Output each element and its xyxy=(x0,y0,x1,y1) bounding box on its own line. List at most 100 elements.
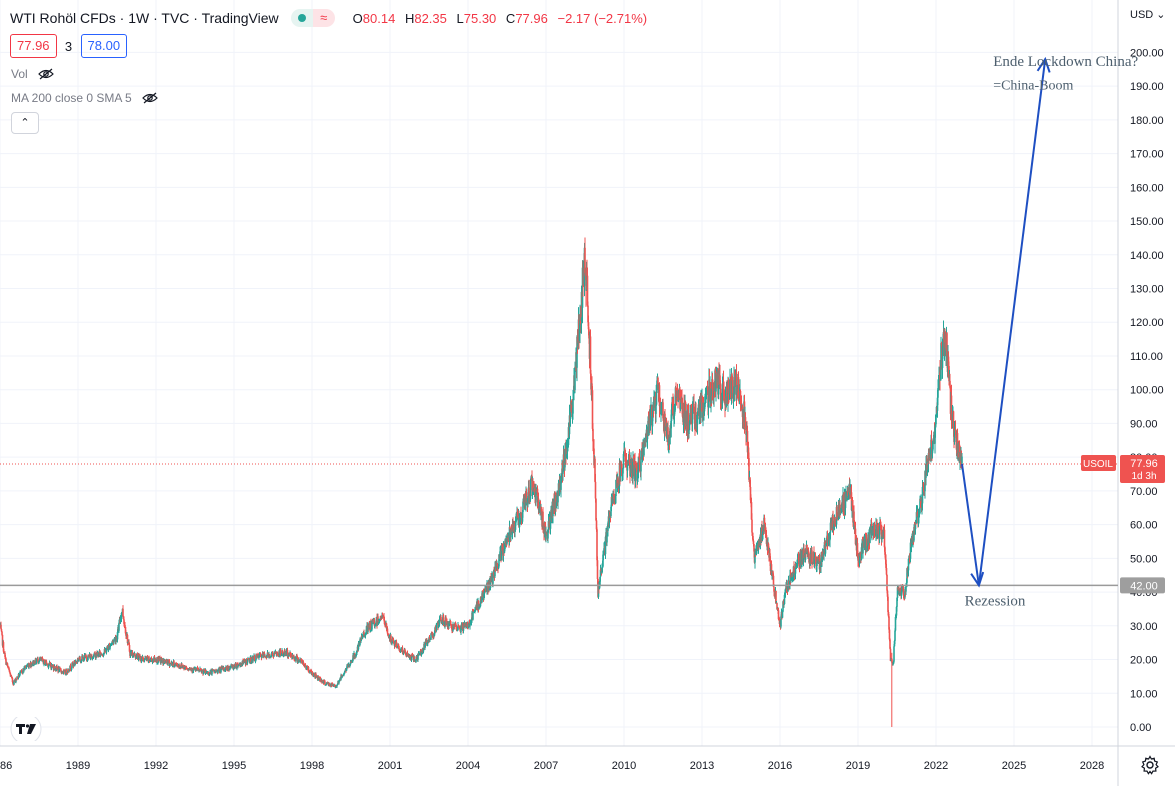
chart-annotation: Ende Lockdown China? xyxy=(993,54,1138,70)
candle-body xyxy=(483,591,486,594)
candle-body xyxy=(610,506,612,517)
bid-ask-row: 77.96 3 78.00 xyxy=(10,34,128,58)
level-price-label: 42.00 xyxy=(1130,580,1158,592)
candle-body xyxy=(617,482,620,489)
candle-body xyxy=(157,662,159,664)
candle-body xyxy=(535,489,537,501)
candle-body xyxy=(587,305,589,323)
chart-annotation: Rezession xyxy=(965,594,1026,610)
candle-body xyxy=(687,412,690,434)
candle-body xyxy=(2,642,5,652)
candle-body xyxy=(404,649,406,652)
candle-body xyxy=(947,356,950,367)
candle-body xyxy=(34,663,36,665)
candle-body xyxy=(419,650,421,654)
candle-body xyxy=(530,477,532,480)
candle-body xyxy=(729,380,732,394)
candle-body xyxy=(106,646,109,649)
candle-body xyxy=(126,634,129,644)
currency-selector[interactable]: USD ⌄ xyxy=(1130,8,1166,21)
candle-body xyxy=(122,608,124,617)
candle-body xyxy=(377,620,380,624)
candle-body xyxy=(357,643,360,650)
sell-price-button[interactable]: 77.96 xyxy=(10,34,57,58)
ma-indicator[interactable]: MA 200 close 0 SMA 5 xyxy=(11,91,158,105)
candle-body xyxy=(24,665,26,670)
candle-body xyxy=(889,648,892,661)
volume-indicator[interactable]: Vol xyxy=(11,67,54,81)
symbol-title[interactable]: WTI Rohöl CFDs · 1W · TVC · TradingView xyxy=(10,10,279,26)
candle-body xyxy=(15,679,18,681)
candle-body xyxy=(135,654,138,658)
candle-body xyxy=(415,659,417,663)
candle-body xyxy=(615,479,617,496)
candle-body xyxy=(723,396,726,404)
candle-body xyxy=(885,567,888,575)
candle-body xyxy=(26,666,28,668)
candle-body xyxy=(325,683,328,685)
candle-body xyxy=(782,601,785,606)
candle-body xyxy=(905,585,907,592)
candle-body xyxy=(492,573,494,584)
x-tick-label: 1998 xyxy=(300,760,324,772)
candle-body xyxy=(952,411,955,428)
eye-off-icon[interactable] xyxy=(141,92,158,104)
candle-body xyxy=(930,439,933,444)
candle-body xyxy=(657,377,659,385)
candle-body xyxy=(880,529,883,540)
candle-body xyxy=(62,670,65,674)
candle-body xyxy=(787,583,789,592)
candle-body xyxy=(234,665,236,669)
candle-body xyxy=(58,667,61,672)
candle-body xyxy=(305,667,308,670)
candle-body xyxy=(691,407,694,424)
x-tick-label: 2010 xyxy=(612,760,636,772)
gear-icon[interactable] xyxy=(1140,755,1160,775)
currency-label: USD xyxy=(1130,9,1154,21)
market-status-toggle[interactable]: ≈ xyxy=(290,9,335,27)
candle-body xyxy=(45,661,48,665)
candle-body xyxy=(780,616,782,627)
candle-body xyxy=(49,663,52,666)
candle-body xyxy=(651,416,654,427)
x-tick-label: 1986 xyxy=(0,760,12,772)
candle-body xyxy=(107,645,110,650)
candle-body xyxy=(603,548,605,553)
candle-body xyxy=(395,641,398,647)
collapse-legend-button[interactable]: ⌃ xyxy=(11,112,39,134)
candle-body xyxy=(763,517,766,529)
candle-body xyxy=(371,621,373,630)
tradingview-logo-icon[interactable] xyxy=(10,717,42,741)
candle-body xyxy=(96,653,99,656)
candle-body xyxy=(896,597,898,607)
candle-body xyxy=(956,433,959,454)
candle-body xyxy=(784,588,787,594)
candle-body xyxy=(896,587,899,598)
candle-body xyxy=(572,399,574,414)
candle-body xyxy=(930,439,932,459)
candle-body xyxy=(634,465,637,482)
candle-body xyxy=(900,591,903,596)
buy-price-button[interactable]: 78.00 xyxy=(80,34,128,58)
candle-body xyxy=(690,414,693,421)
candle-body xyxy=(252,657,254,662)
candle-body xyxy=(584,272,587,277)
candle-body xyxy=(9,673,12,677)
candle-body xyxy=(650,407,652,415)
candle-body xyxy=(11,678,14,683)
candle-body xyxy=(64,670,66,674)
candle-body xyxy=(648,423,650,436)
candle-body xyxy=(595,520,598,530)
candle-body xyxy=(909,542,912,559)
candle-body xyxy=(899,592,901,596)
candle-body xyxy=(888,616,890,630)
eye-off-icon[interactable] xyxy=(37,68,54,80)
candle-body xyxy=(148,656,150,660)
candle-body xyxy=(532,481,534,491)
y-tick-label: 200.00 xyxy=(1130,47,1164,59)
candle-body xyxy=(655,404,657,414)
candle-body xyxy=(38,659,41,662)
candle-body xyxy=(783,604,785,606)
candle-body xyxy=(937,388,939,398)
